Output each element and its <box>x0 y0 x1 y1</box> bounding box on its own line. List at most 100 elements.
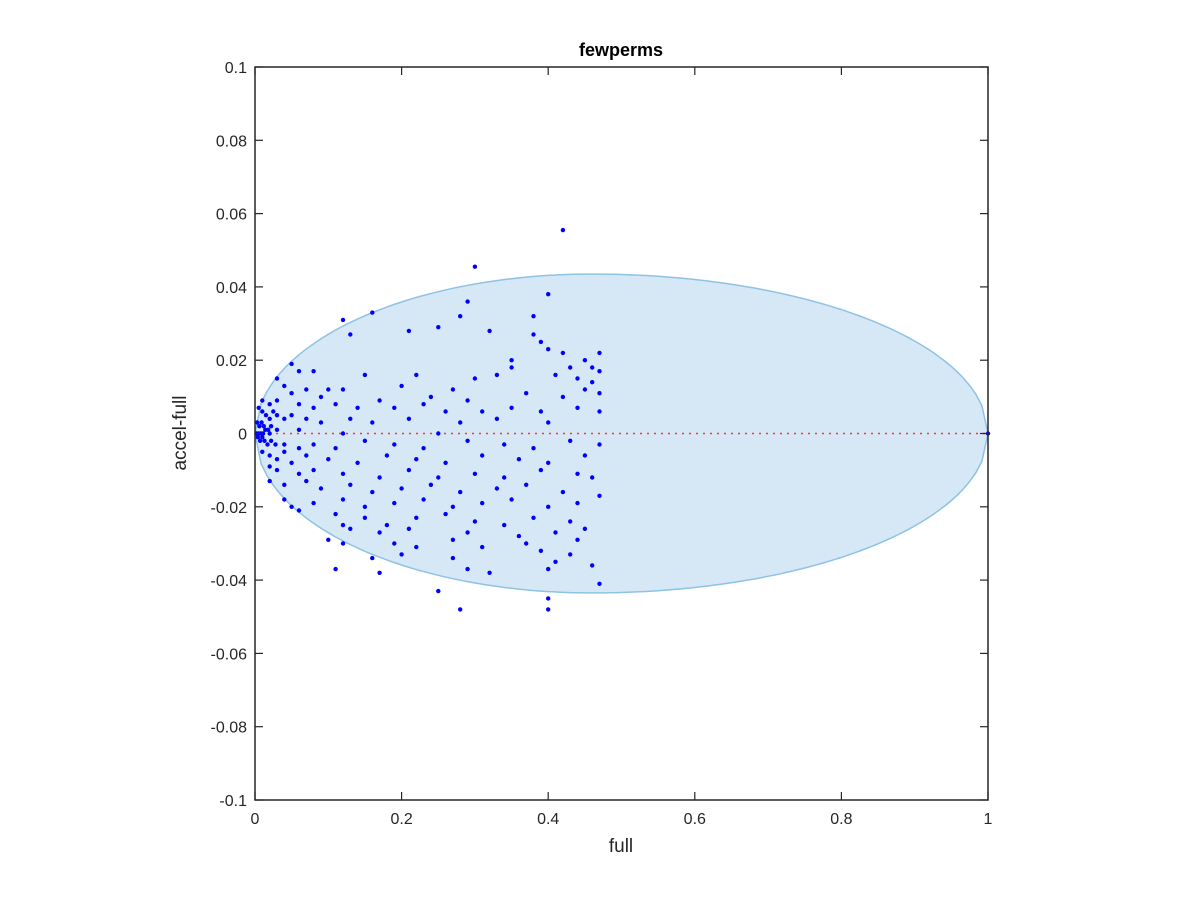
data-point <box>377 530 382 535</box>
data-point <box>326 457 331 462</box>
data-point <box>465 566 470 572</box>
data-point <box>553 372 558 378</box>
data-point <box>273 442 278 447</box>
y-tick-label: 0.04 <box>216 280 247 297</box>
data-point <box>362 438 368 443</box>
data-point <box>311 369 316 374</box>
data-point <box>502 522 507 528</box>
y-tick-label: 0.02 <box>216 353 247 370</box>
data-point <box>289 413 294 418</box>
data-point <box>465 398 470 403</box>
data-point <box>311 467 316 473</box>
data-point <box>296 508 302 513</box>
y-tick-label: 0.06 <box>216 207 247 224</box>
data-point <box>326 537 331 542</box>
data-point <box>384 453 390 458</box>
data-point <box>274 376 280 381</box>
data-point <box>450 555 456 561</box>
data-point <box>392 500 397 506</box>
data-point <box>597 409 602 414</box>
data-point <box>524 482 529 487</box>
data-point <box>597 442 602 447</box>
data-point <box>590 380 595 385</box>
x-tick-label: 1 <box>984 811 993 828</box>
data-point <box>465 438 470 443</box>
data-point <box>274 398 280 403</box>
data-point <box>289 460 294 465</box>
data-point <box>436 431 441 436</box>
x-tick-label: 0 <box>251 811 260 828</box>
data-point <box>262 438 267 443</box>
y-tick-label: 0 <box>238 427 247 444</box>
data-point <box>267 416 272 421</box>
data-point <box>362 504 368 509</box>
data-point <box>255 435 261 440</box>
data-point <box>268 424 274 429</box>
data-point <box>487 328 492 334</box>
data-point <box>348 416 353 421</box>
data-point <box>560 350 566 356</box>
data-point <box>340 522 346 528</box>
data-point <box>399 486 404 491</box>
data-point <box>450 504 456 509</box>
data-point <box>597 369 602 374</box>
data-point <box>538 339 544 345</box>
data-point <box>436 475 441 480</box>
data-point <box>480 453 485 458</box>
data-point <box>546 504 551 509</box>
data-point <box>560 394 566 400</box>
data-point <box>597 581 602 586</box>
data-point <box>546 292 551 297</box>
data-point <box>271 409 276 414</box>
data-point <box>282 449 287 454</box>
data-point <box>458 489 463 495</box>
data-point <box>340 431 346 436</box>
data-point <box>509 365 514 370</box>
data-point <box>333 566 338 572</box>
data-point <box>377 398 382 403</box>
data-point <box>296 369 302 374</box>
data-point <box>450 537 456 542</box>
data-point <box>546 566 551 572</box>
data-point <box>260 435 265 440</box>
data-point <box>260 449 265 454</box>
data-point <box>575 537 580 542</box>
data-point <box>274 413 280 418</box>
data-point <box>282 442 287 447</box>
data-point <box>318 420 324 425</box>
data-point <box>392 442 397 447</box>
data-point <box>340 497 346 502</box>
data-point <box>443 460 448 465</box>
data-point <box>597 493 602 498</box>
axis-ticks: 0 0.2 0.4 0.6 0.8 1 0.1 0.08 0.06 0.04 0.02 0 -0.02 -… <box>211 60 993 828</box>
data-point <box>568 519 573 524</box>
data-point <box>590 563 595 568</box>
data-point <box>263 427 268 432</box>
data-point <box>296 427 302 432</box>
data-point <box>296 446 302 451</box>
x-tick-label: 0.6 <box>684 811 706 828</box>
data-point <box>560 227 566 233</box>
data-point <box>274 467 280 473</box>
data-point <box>524 391 529 396</box>
data-point <box>582 526 588 531</box>
data-point <box>502 475 507 480</box>
data-point <box>575 405 580 410</box>
data-point <box>443 511 448 517</box>
data-point <box>289 361 294 367</box>
data-point <box>267 478 272 484</box>
chart-title: fewperms <box>579 40 663 60</box>
data-point <box>311 500 316 506</box>
data-point <box>282 416 287 421</box>
data-point <box>546 460 551 465</box>
data-point <box>546 347 551 352</box>
data-point <box>318 394 324 400</box>
data-point <box>516 533 522 539</box>
data-point <box>289 391 294 396</box>
data-point <box>377 475 382 480</box>
data-point <box>472 519 478 524</box>
data-point <box>414 544 419 550</box>
data-point <box>553 530 558 535</box>
data-point <box>538 409 544 414</box>
data-point <box>406 416 412 421</box>
